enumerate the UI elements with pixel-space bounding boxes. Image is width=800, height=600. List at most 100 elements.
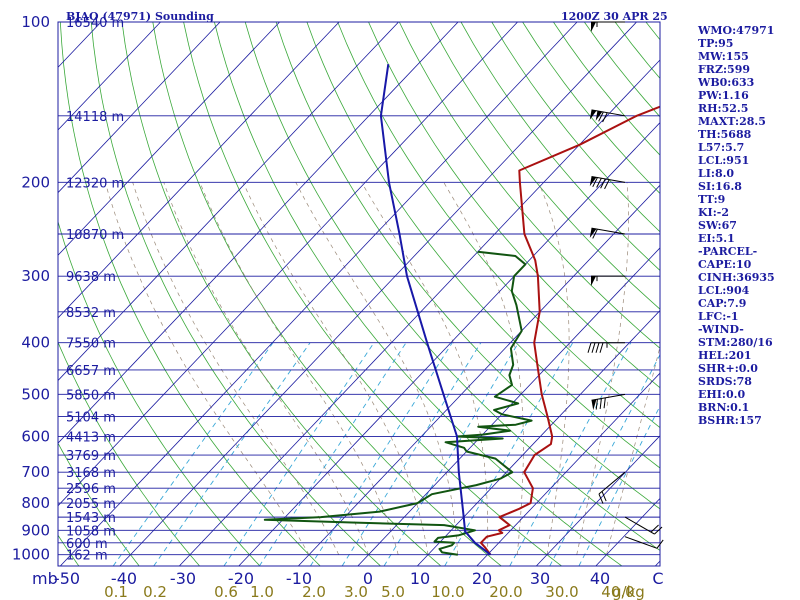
pressure-tick-label: 300 xyxy=(21,267,50,285)
pressure-tick-label: 500 xyxy=(21,385,50,403)
plot-frame xyxy=(57,21,661,567)
height-label: 10870 m xyxy=(66,228,124,243)
height-label: 2055 m xyxy=(66,497,116,512)
mixing-ratio-tick-label: 3.0 xyxy=(344,583,368,600)
wind-barb xyxy=(589,109,626,123)
temperature-tick-label: -50 xyxy=(54,569,80,588)
wind-barb xyxy=(591,21,625,32)
height-label: 9638 m xyxy=(66,270,116,285)
height-label: 4413 m xyxy=(66,431,116,446)
dry-adiabat xyxy=(152,22,502,566)
mixing-ratio-tick-label: 10.0 xyxy=(431,583,464,600)
mixing-ratio-line xyxy=(310,342,453,566)
height-label: 12320 m xyxy=(66,176,124,191)
isotherm xyxy=(58,22,161,131)
moist-adiabat xyxy=(538,182,570,555)
moist-adiabat xyxy=(104,182,310,555)
dry-adiabat xyxy=(58,341,200,566)
index-item: LFC:-1 xyxy=(698,310,739,323)
moist-adiabat xyxy=(163,182,369,555)
mixing-ratio-line xyxy=(153,342,311,566)
temperature-profile xyxy=(479,105,660,556)
temperature-tick-label: 20 xyxy=(472,569,492,588)
dewpoint-profile xyxy=(263,250,533,556)
index-item: STM:280/16 xyxy=(698,336,773,349)
temperature-tick-label: -40 xyxy=(111,569,137,588)
height-label: 16540 m xyxy=(66,16,124,31)
isotherm xyxy=(178,59,660,566)
mixing-ratio-line xyxy=(383,342,519,566)
mixing-ratio-tick-label: 2.0 xyxy=(302,583,326,600)
wind-barb xyxy=(589,175,626,190)
mixing-ratio-line xyxy=(444,342,574,566)
index-item: SRDS:78 xyxy=(698,375,752,388)
dry-adiabat xyxy=(58,220,261,566)
mixing-ratio-line xyxy=(258,342,407,566)
index-item: BRN:0.1 xyxy=(698,401,750,414)
wind-barb xyxy=(591,275,625,287)
index-item: -PARCEL- xyxy=(698,245,758,258)
isotherm xyxy=(119,22,637,566)
index-item: KI:-2 xyxy=(698,206,729,219)
height-label: 2596 m xyxy=(66,482,116,497)
index-item: -WIND- xyxy=(698,323,744,336)
mixing-ratio-tick-label: 0.2 xyxy=(143,583,167,600)
height-label: 1058 m xyxy=(66,524,116,539)
mixing-ratio-tick-label: 20.0 xyxy=(489,583,522,600)
temperature-tick-label: 0 xyxy=(363,569,373,588)
index-item: TP:95 xyxy=(698,37,734,50)
moist-adiabat xyxy=(361,182,489,555)
pressure-tick-label: 900 xyxy=(21,521,50,539)
dry-adiabat xyxy=(121,22,442,566)
pressure-tick-label: 700 xyxy=(21,463,50,481)
isotherm xyxy=(476,372,660,566)
isotherm xyxy=(58,22,518,507)
dry-adiabat xyxy=(429,22,660,310)
dry-adiabat xyxy=(244,22,660,551)
wind-barb xyxy=(587,342,625,353)
index-item: TT:9 xyxy=(698,193,726,206)
temperature-tick-label: -10 xyxy=(286,569,312,588)
height-label: 7550 m xyxy=(66,337,116,352)
mixing-ratio-tick-label: 0.1 xyxy=(104,583,128,600)
index-item: LCL:951 xyxy=(698,154,750,167)
pressure-tick-label: 1000 xyxy=(12,546,50,564)
index-item: BSHR:157 xyxy=(698,414,762,427)
dry-adiabat xyxy=(460,22,660,271)
moist-adiabat xyxy=(606,345,660,555)
pressure-tick-label: 800 xyxy=(21,494,50,512)
height-label: 3769 m xyxy=(66,449,116,464)
wind-barbs xyxy=(587,21,664,549)
index-item: HEL:201 xyxy=(698,349,752,362)
mixing-ratio-tick-label: 40.0 xyxy=(601,583,634,600)
height-label: 14118 m xyxy=(66,110,124,125)
pressure-tick-label: 100 xyxy=(21,13,50,31)
index-item: MAXT:28.5 xyxy=(698,115,766,128)
index-item: LCL:904 xyxy=(698,284,750,297)
index-item: EI:5.1 xyxy=(698,232,735,245)
temperature-tick-label: -30 xyxy=(170,569,196,588)
isotherm xyxy=(357,247,660,566)
dry-adiabat xyxy=(398,22,660,349)
index-item: FRZ:599 xyxy=(698,63,751,76)
temperature-tick-label: 40 xyxy=(590,569,610,588)
height-label: 6657 m xyxy=(66,364,116,379)
dry-adiabat xyxy=(58,442,140,566)
dry-adiabat xyxy=(90,22,381,566)
height-label: 600 m xyxy=(66,537,108,552)
wind-barb xyxy=(624,536,664,549)
stability-indices-panel: WMO:47971 TP:95 MW:155 FRZ:599 WB0:633 PW:1.1… xyxy=(698,24,775,427)
height-label: 3168 m xyxy=(66,466,116,481)
index-item: MW:155 xyxy=(698,50,749,63)
index-item: CAPE:10 xyxy=(698,258,752,271)
mixing-ratio-line xyxy=(509,342,632,566)
dry-adiabat xyxy=(368,22,660,389)
index-item: TH:5688 xyxy=(698,128,752,141)
station-title: BJAO (47971) Sounding xyxy=(66,10,214,23)
isotherm xyxy=(535,435,660,566)
mixing-ratio-tick-label: 30.0 xyxy=(545,583,578,600)
mixing-ratio-line xyxy=(223,342,375,566)
index-item: WB0:633 xyxy=(698,76,755,89)
isotherm xyxy=(416,309,660,566)
